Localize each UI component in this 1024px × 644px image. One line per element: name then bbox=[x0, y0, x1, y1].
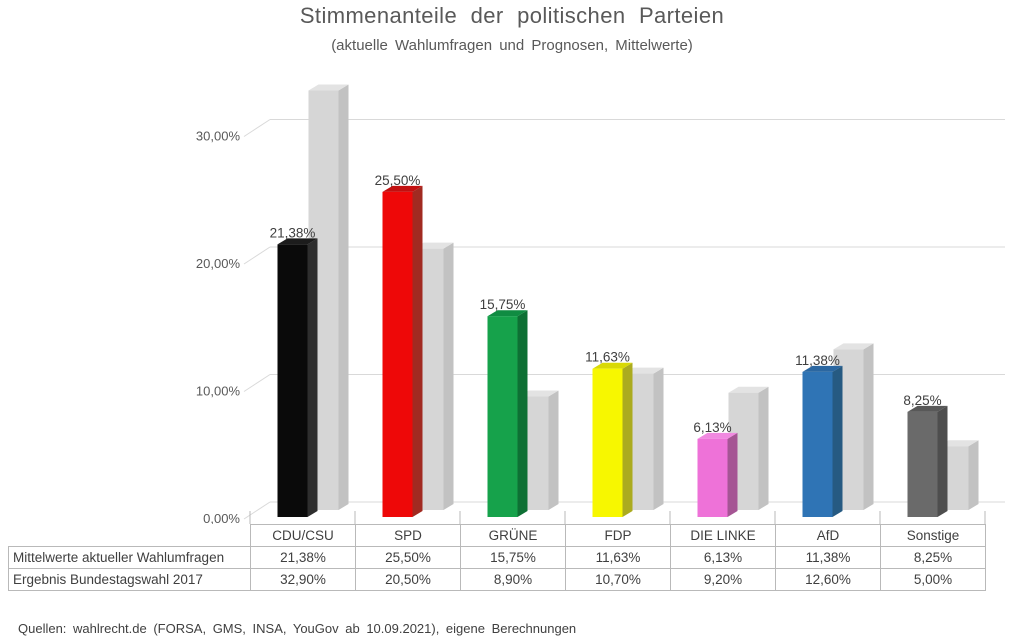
table-header-row: CDU/CSU SPD GRÜNE FDP DIE LINKE AfD Sonstige bbox=[9, 524, 986, 547]
value-cell: 8,90% bbox=[460, 568, 566, 591]
bar-poll-6-front bbox=[907, 411, 938, 517]
category-header-cell: GRÜNE bbox=[460, 524, 566, 547]
gridline-connector bbox=[243, 246, 271, 265]
bar-2017-0-top bbox=[308, 84, 349, 91]
bar-poll-6-side bbox=[937, 405, 948, 517]
bar-2017-1-top bbox=[413, 242, 454, 249]
bar-poll-5-side bbox=[832, 365, 843, 517]
series-label-cell: Mittelwerte aktueller Wahlumfragen bbox=[8, 546, 251, 569]
bar-data-label: 6,13% bbox=[693, 420, 731, 435]
bar-poll-1-side bbox=[412, 185, 423, 517]
bar-data-label: 15,75% bbox=[480, 297, 526, 312]
bar-poll-0-side bbox=[307, 238, 318, 517]
series-label-cell: Ergebnis Bundestagswahl 2017 bbox=[8, 568, 251, 591]
gridline-connector bbox=[243, 374, 271, 392]
value-cell: 11,38% bbox=[775, 546, 881, 569]
value-cell: 11,63% bbox=[565, 546, 671, 569]
bar-poll-1-front bbox=[382, 191, 413, 517]
data-table-grid: CDU/CSU SPD GRÜNE FDP DIE LINKE AfD Sonstige Mi… bbox=[8, 524, 986, 591]
bar-poll-3-front bbox=[592, 368, 623, 517]
bar-poll-4-top bbox=[697, 432, 738, 439]
bar-2017-4-side bbox=[758, 386, 769, 510]
table-row: Ergebnis Bundestagswahl 2017 32,90% 20,50%… bbox=[8, 568, 986, 591]
value-cell: 15,75% bbox=[460, 546, 566, 569]
value-cell: 9,20% bbox=[670, 568, 776, 591]
bar-2017-0-side bbox=[338, 84, 349, 511]
chart-title: Stimmenanteile der politischen Parteien bbox=[299, 3, 725, 28]
bar-data-label: 21,38% bbox=[270, 225, 316, 240]
bar-2017-5-top bbox=[833, 343, 874, 350]
bar-poll-5-front bbox=[802, 371, 833, 517]
bar-poll-5-top bbox=[802, 365, 843, 372]
bar-poll-0-front bbox=[277, 244, 308, 517]
table-corner-cell bbox=[9, 525, 251, 547]
value-cell: 32,90% bbox=[250, 568, 356, 591]
category-header-cell: DIE LINKE bbox=[670, 524, 776, 547]
bar-poll-2-side bbox=[517, 310, 528, 517]
value-cell: 25,50% bbox=[355, 546, 461, 569]
y-axis-tick-label: 10,00% bbox=[196, 384, 241, 399]
bar-data-label: 11,38% bbox=[795, 353, 840, 368]
bar-poll-4-front bbox=[697, 438, 728, 517]
value-cell: 5,00% bbox=[880, 568, 986, 591]
bar-poll-2-front bbox=[487, 316, 518, 517]
bar-poll-1-top bbox=[382, 185, 423, 192]
value-cell: 12,60% bbox=[775, 568, 881, 591]
value-cell: 21,38% bbox=[250, 546, 356, 569]
bar-2017-2-top bbox=[518, 390, 559, 397]
bar-poll-4-side bbox=[727, 432, 738, 517]
gridline-connector bbox=[243, 119, 271, 137]
bar-poll-3-top bbox=[592, 362, 633, 369]
bar-2017-6-side bbox=[968, 440, 979, 510]
bar-data-label: 25,50% bbox=[375, 173, 421, 188]
data-table: CDU/CSU SPD GRÜNE FDP DIE LINKE AfD Sonstige Mi… bbox=[8, 524, 986, 591]
y-axis-tick-label: 30,00% bbox=[196, 129, 241, 144]
bar-2017-2-side bbox=[548, 390, 559, 510]
value-cell: 6,13% bbox=[670, 546, 776, 569]
source-note: Quellen: wahlrecht.de (FORSA, GMS, INSA,… bbox=[18, 621, 577, 636]
bar-poll-2-top bbox=[487, 310, 528, 317]
bar-2017-6-top bbox=[938, 440, 979, 447]
bar-2017-3-top bbox=[623, 367, 664, 374]
value-cell: 10,70% bbox=[565, 568, 671, 591]
category-header-cell: FDP bbox=[565, 524, 671, 547]
bar-2017-4-top bbox=[728, 386, 769, 393]
bar-data-label: 11,63% bbox=[585, 350, 630, 365]
category-header-cell: AfD bbox=[775, 524, 881, 547]
gridline-connector bbox=[243, 501, 271, 520]
bar-2017-3-side bbox=[653, 367, 664, 510]
value-cell: 20,50% bbox=[355, 568, 461, 591]
table-row: Mittelwerte aktueller Wahlumfragen 21,38%… bbox=[8, 546, 986, 569]
bar-2017-5-side bbox=[863, 343, 874, 510]
value-cell: 8,25% bbox=[880, 546, 986, 569]
bar-poll-3-side bbox=[622, 362, 633, 517]
bar-poll-0-top bbox=[277, 238, 318, 245]
chart-subtitle: (aktuelle Wahlumfragen und Prognosen, Mi… bbox=[331, 37, 693, 54]
bar-data-label: 8,25% bbox=[903, 393, 941, 408]
y-axis-tick-label: 20,00% bbox=[196, 256, 241, 271]
bar-2017-1-side bbox=[443, 242, 454, 510]
category-header-cell: Sonstige bbox=[880, 524, 986, 547]
category-header-cell: SPD bbox=[355, 524, 461, 547]
bar-poll-6-top bbox=[907, 405, 948, 412]
category-header-cell: CDU/CSU bbox=[250, 524, 356, 547]
y-axis-tick-label: 0,00% bbox=[203, 511, 240, 524]
bar-chart-3d: 0,00% 10,00% 20,00% 30,00% 21,38% 25,50% 15,75… bbox=[196, 84, 1005, 524]
